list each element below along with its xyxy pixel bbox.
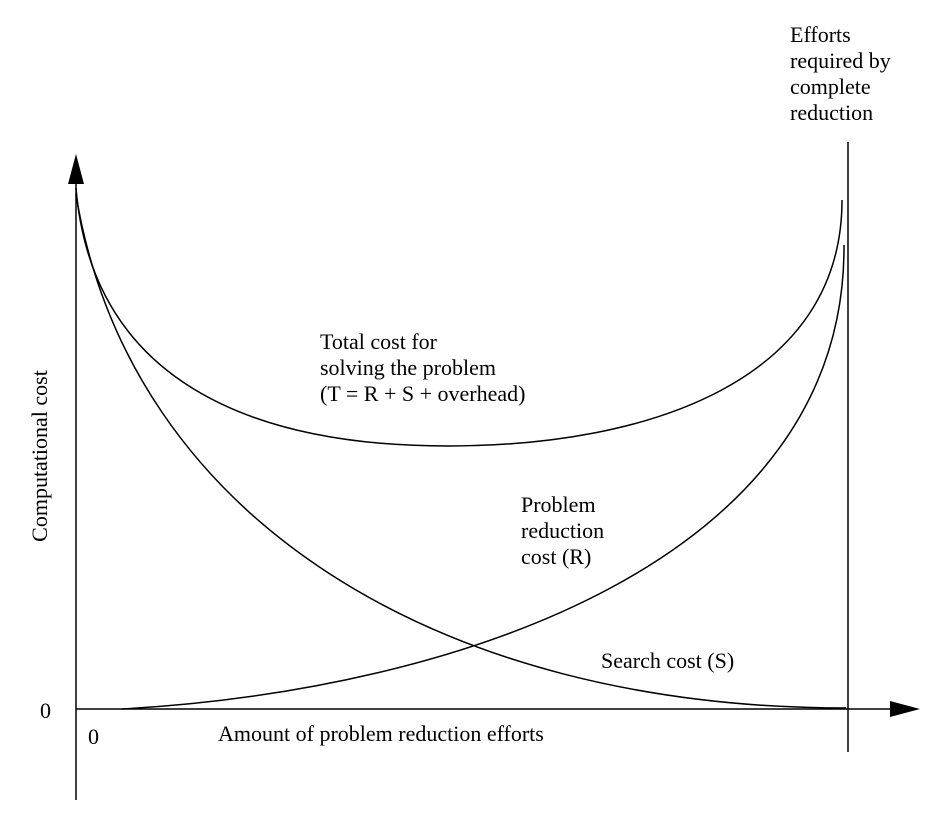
x-axis-arrowhead <box>890 701 920 717</box>
total-cost-label: Total cost for solving the problem (T = … <box>320 329 525 406</box>
search-cost-label: Search cost (S) <box>601 648 734 673</box>
total-cost-curve <box>75 187 843 447</box>
search-cost-curve <box>75 194 847 709</box>
x-origin-label: 0 <box>88 724 99 749</box>
reduction-cost-label: Problem reduction cost (R) <box>521 492 610 569</box>
y-origin-label: 0 <box>40 698 51 723</box>
complete-reduction-label: Efforts required by complete reduction <box>790 22 896 125</box>
reduction-cost-curve <box>121 244 845 710</box>
x-axis-label: Amount of problem reduction efforts <box>218 721 544 746</box>
y-axis-label: Computational cost <box>27 370 52 542</box>
y-axis-arrowhead <box>68 154 84 184</box>
